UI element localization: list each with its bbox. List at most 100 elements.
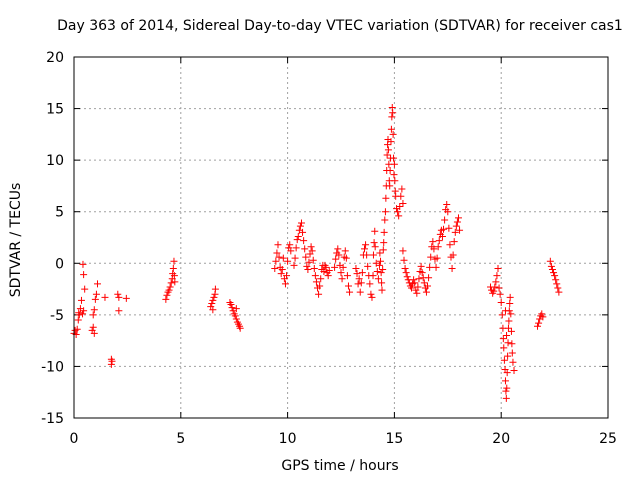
data-point-275 (506, 293, 514, 301)
data-point-277 (507, 327, 515, 335)
data-point-151 (376, 249, 384, 257)
data-point-265 (502, 387, 510, 395)
data-point-239 (448, 264, 456, 272)
data-point-35 (167, 279, 175, 287)
y-tick-label-0: 0 (55, 256, 64, 272)
data-point-8 (77, 296, 85, 304)
data-point-272 (505, 317, 513, 325)
data-point-255 (495, 284, 503, 292)
data-point-243 (452, 222, 460, 230)
data-point-171 (386, 182, 394, 190)
data-point-188 (395, 212, 403, 220)
y-axis-label: SDTVAR / TECUs (8, 183, 24, 298)
data-point-90 (304, 265, 312, 273)
data-point-297 (554, 284, 562, 292)
data-point-135 (362, 241, 370, 249)
data-point-47 (211, 285, 219, 293)
data-point-143 (369, 251, 377, 259)
data-point-183 (391, 177, 399, 185)
data-point-132 (358, 269, 366, 277)
data-point-75 (286, 241, 294, 249)
data-point-61 (271, 264, 279, 272)
data-point-292 (548, 265, 556, 273)
data-point-98 (312, 278, 320, 286)
data-point-296 (553, 280, 561, 288)
data-point-87 (301, 245, 309, 253)
data-point-26 (114, 290, 122, 298)
data-point-145 (371, 227, 379, 235)
data-point-51 (228, 304, 236, 312)
data-point-136 (363, 251, 371, 259)
data-point-189 (396, 203, 404, 211)
data-point-182 (390, 160, 398, 168)
data-point-105 (320, 268, 328, 276)
data-point-109 (324, 272, 332, 280)
data-point-216 (424, 282, 432, 290)
data-point-217 (425, 274, 433, 282)
data-point-29 (122, 294, 130, 302)
data-point-126 (352, 264, 360, 272)
data-point-201 (407, 284, 415, 292)
x-tick-label-10: 10 (279, 431, 297, 447)
data-point-144 (370, 239, 378, 247)
data-point-6 (75, 311, 83, 319)
data-point-180 (390, 154, 398, 162)
data-point-245 (454, 214, 462, 222)
data-point-115 (335, 251, 343, 259)
data-point-34 (166, 283, 174, 291)
data-point-162 (382, 194, 390, 202)
data-point-84 (297, 219, 305, 227)
data-point-24 (107, 360, 115, 368)
data-point-15 (89, 323, 97, 331)
data-point-45 (210, 293, 218, 301)
data-point-227 (435, 237, 443, 245)
data-point-21 (90, 329, 98, 337)
data-point-22 (101, 293, 109, 301)
data-point-252 (492, 278, 500, 286)
data-point-222 (430, 245, 438, 253)
data-point-236 (445, 224, 453, 232)
data-point-39 (170, 257, 178, 265)
data-point-195 (401, 264, 409, 272)
data-point-31 (163, 291, 171, 299)
data-point-65 (275, 253, 283, 261)
data-point-206 (413, 289, 421, 297)
data-point-121 (341, 247, 349, 255)
data-point-4 (74, 316, 82, 324)
data-point-127 (353, 270, 361, 278)
data-point-285 (535, 319, 543, 327)
data-point-149 (374, 275, 382, 283)
data-point-38 (169, 264, 177, 272)
data-point-179 (389, 130, 397, 138)
data-point-101 (316, 282, 324, 290)
data-point-197 (403, 273, 411, 281)
data-point-112 (332, 255, 340, 263)
data-point-280 (509, 358, 517, 366)
data-point-254 (494, 264, 502, 272)
data-point-3 (73, 325, 81, 333)
data-point-266 (502, 394, 510, 402)
data-point-68 (278, 265, 286, 273)
data-point-16 (89, 311, 97, 319)
data-point-40 (170, 272, 178, 280)
data-point-85 (299, 228, 307, 236)
data-point-190 (397, 192, 405, 200)
data-point-155 (378, 286, 386, 294)
data-point-204 (411, 279, 419, 287)
data-point-77 (290, 261, 298, 269)
data-point-50 (227, 301, 235, 309)
data-point-226 (434, 243, 442, 251)
data-point-253 (493, 272, 501, 280)
data-point-30 (162, 295, 170, 303)
data-point-48 (209, 306, 217, 314)
data-point-262 (500, 356, 508, 364)
data-point-25 (108, 357, 116, 365)
data-point-78 (291, 254, 299, 262)
x-axis-label: GPS time / hours (281, 458, 398, 474)
data-point-17 (90, 306, 98, 314)
data-point-59 (236, 324, 244, 332)
data-point-122 (342, 254, 350, 262)
data-point-140 (367, 290, 375, 298)
data-point-269 (504, 352, 512, 360)
